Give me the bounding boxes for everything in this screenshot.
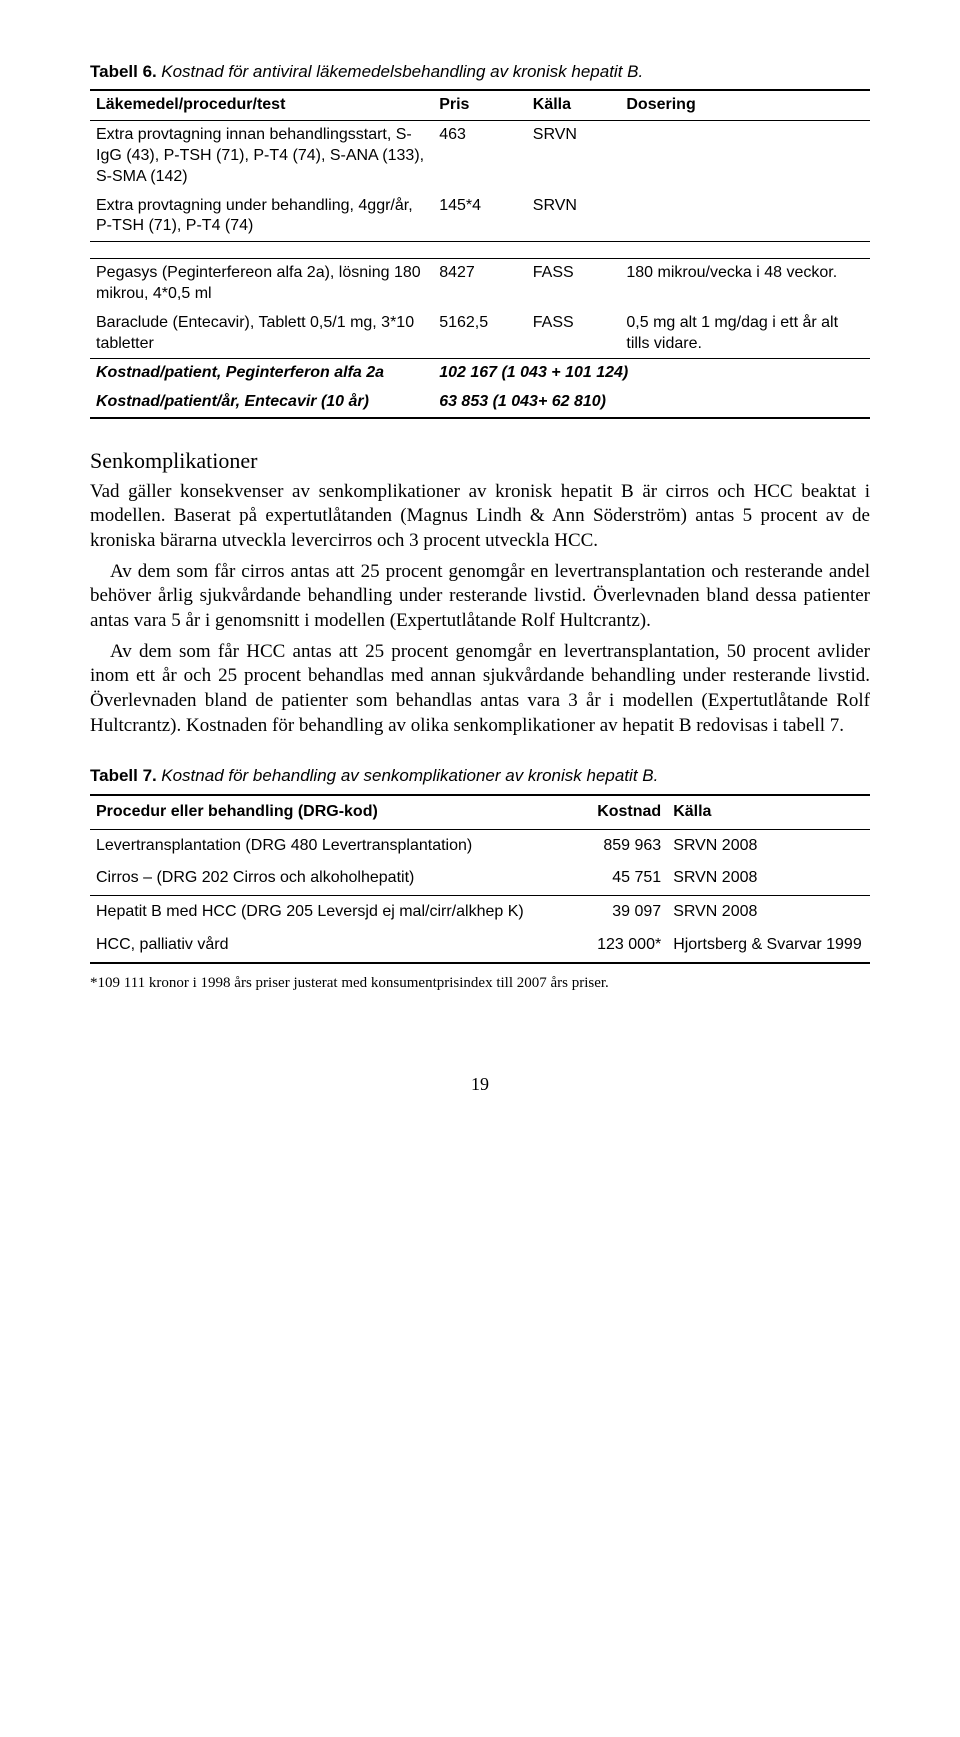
cell: SRVN 2008 (667, 862, 870, 895)
table-row: Extra provtagning under behandling, 4ggr… (90, 192, 870, 242)
section-heading: Senkomplikationer (90, 447, 870, 476)
cell: 102 167 (1 043 + 101 124) (433, 359, 870, 388)
table-spacer (90, 242, 870, 259)
cell: Levertransplantation (DRG 480 Levertrans… (90, 829, 542, 862)
table6-h1: Läkemedel/procedur/test (90, 90, 433, 120)
cell: 123 000* (542, 929, 667, 963)
table-row: Pegasys (Peginterfereon alfa 2a), lösnin… (90, 259, 870, 309)
cell: Kostnad/patient/år, Entecavir (10 år) (90, 388, 433, 418)
table7-h1: Procedur eller behandling (DRG-kod) (90, 795, 542, 829)
paragraph: Av dem som får cirros antas att 25 proce… (90, 560, 870, 634)
cell: Kostnad/patient, Peginterferon alfa 2a (90, 359, 433, 388)
cell: SRVN (527, 192, 621, 242)
cell: Extra provtagning under behandling, 4ggr… (90, 192, 433, 242)
cell: SRVN 2008 (667, 829, 870, 862)
table6-h3: Källa (527, 90, 621, 120)
table7-label: Tabell 7. (90, 766, 157, 785)
cell: 463 (433, 121, 527, 192)
table6-title: Tabell 6. Kostnad för antiviral läkemede… (90, 60, 870, 83)
paragraph: Av dem som får HCC antas att 25 procent … (90, 640, 870, 739)
table6-h2: Pris (433, 90, 527, 120)
cell: Baraclude (Entecavir), Tablett 0,5/1 mg,… (90, 309, 433, 359)
table7-h3: Källa (667, 795, 870, 829)
table6-caption: Kostnad för antiviral läkemedelsbehandli… (161, 62, 643, 81)
table6: Läkemedel/procedur/test Pris Källa Doser… (90, 89, 870, 419)
table7-footnote: *109 111 kronor i 1998 års priser juster… (90, 974, 870, 994)
cell: 145*4 (433, 192, 527, 242)
table7-h2: Kostnad (542, 795, 667, 829)
cell: Extra provtagning innan behandlingsstart… (90, 121, 433, 192)
page-number: 19 (90, 1073, 870, 1096)
table-row: Kostnad/patient/år, Entecavir (10 år) 63… (90, 388, 870, 418)
cell: 39 097 (542, 896, 667, 929)
cell: SRVN 2008 (667, 896, 870, 929)
table7-header-row: Procedur eller behandling (DRG-kod) Kost… (90, 795, 870, 829)
cell: HCC, palliativ vård (90, 929, 542, 963)
cell: 63 853 (1 043+ 62 810) (433, 388, 870, 418)
cell (620, 121, 870, 192)
cell: SRVN (527, 121, 621, 192)
table-row: HCC, palliativ vård 123 000* Hjortsberg … (90, 929, 870, 963)
table6-h4: Dosering (620, 90, 870, 120)
table6-label: Tabell 6. (90, 62, 157, 81)
table-row: Extra provtagning innan behandlingsstart… (90, 121, 870, 192)
paragraph: Vad gäller konsekvenser av senkomplikati… (90, 480, 870, 554)
cell: Cirros – (DRG 202 Cirros och alkoholhepa… (90, 862, 542, 895)
cell (620, 192, 870, 242)
cell: 859 963 (542, 829, 667, 862)
table-row: Cirros – (DRG 202 Cirros och alkoholhepa… (90, 862, 870, 895)
table7: Procedur eller behandling (DRG-kod) Kost… (90, 794, 870, 964)
table6-header-row: Läkemedel/procedur/test Pris Källa Doser… (90, 90, 870, 120)
table-row: Kostnad/patient, Peginterferon alfa 2a 1… (90, 359, 870, 388)
cell: Hepatit B med HCC (DRG 205 Leversjd ej m… (90, 896, 542, 929)
cell: FASS (527, 309, 621, 359)
cell: 5162,5 (433, 309, 527, 359)
cell: 45 751 (542, 862, 667, 895)
table-row: Baraclude (Entecavir), Tablett 0,5/1 mg,… (90, 309, 870, 359)
cell: FASS (527, 259, 621, 309)
table-row: Levertransplantation (DRG 480 Levertrans… (90, 829, 870, 862)
cell: Pegasys (Peginterfereon alfa 2a), lösnin… (90, 259, 433, 309)
cell: 8427 (433, 259, 527, 309)
cell: 0,5 mg alt 1 mg/dag i ett år alt tills v… (620, 309, 870, 359)
table-row: Hepatit B med HCC (DRG 205 Leversjd ej m… (90, 896, 870, 929)
cell: Hjortsberg & Svarvar 1999 (667, 929, 870, 963)
cell: 180 mikrou/vecka i 48 veckor. (620, 259, 870, 309)
table7-title: Tabell 7. Kostnad för behandling av senk… (90, 764, 870, 787)
table7-caption: Kostnad för behandling av senkomplikatio… (161, 766, 658, 785)
